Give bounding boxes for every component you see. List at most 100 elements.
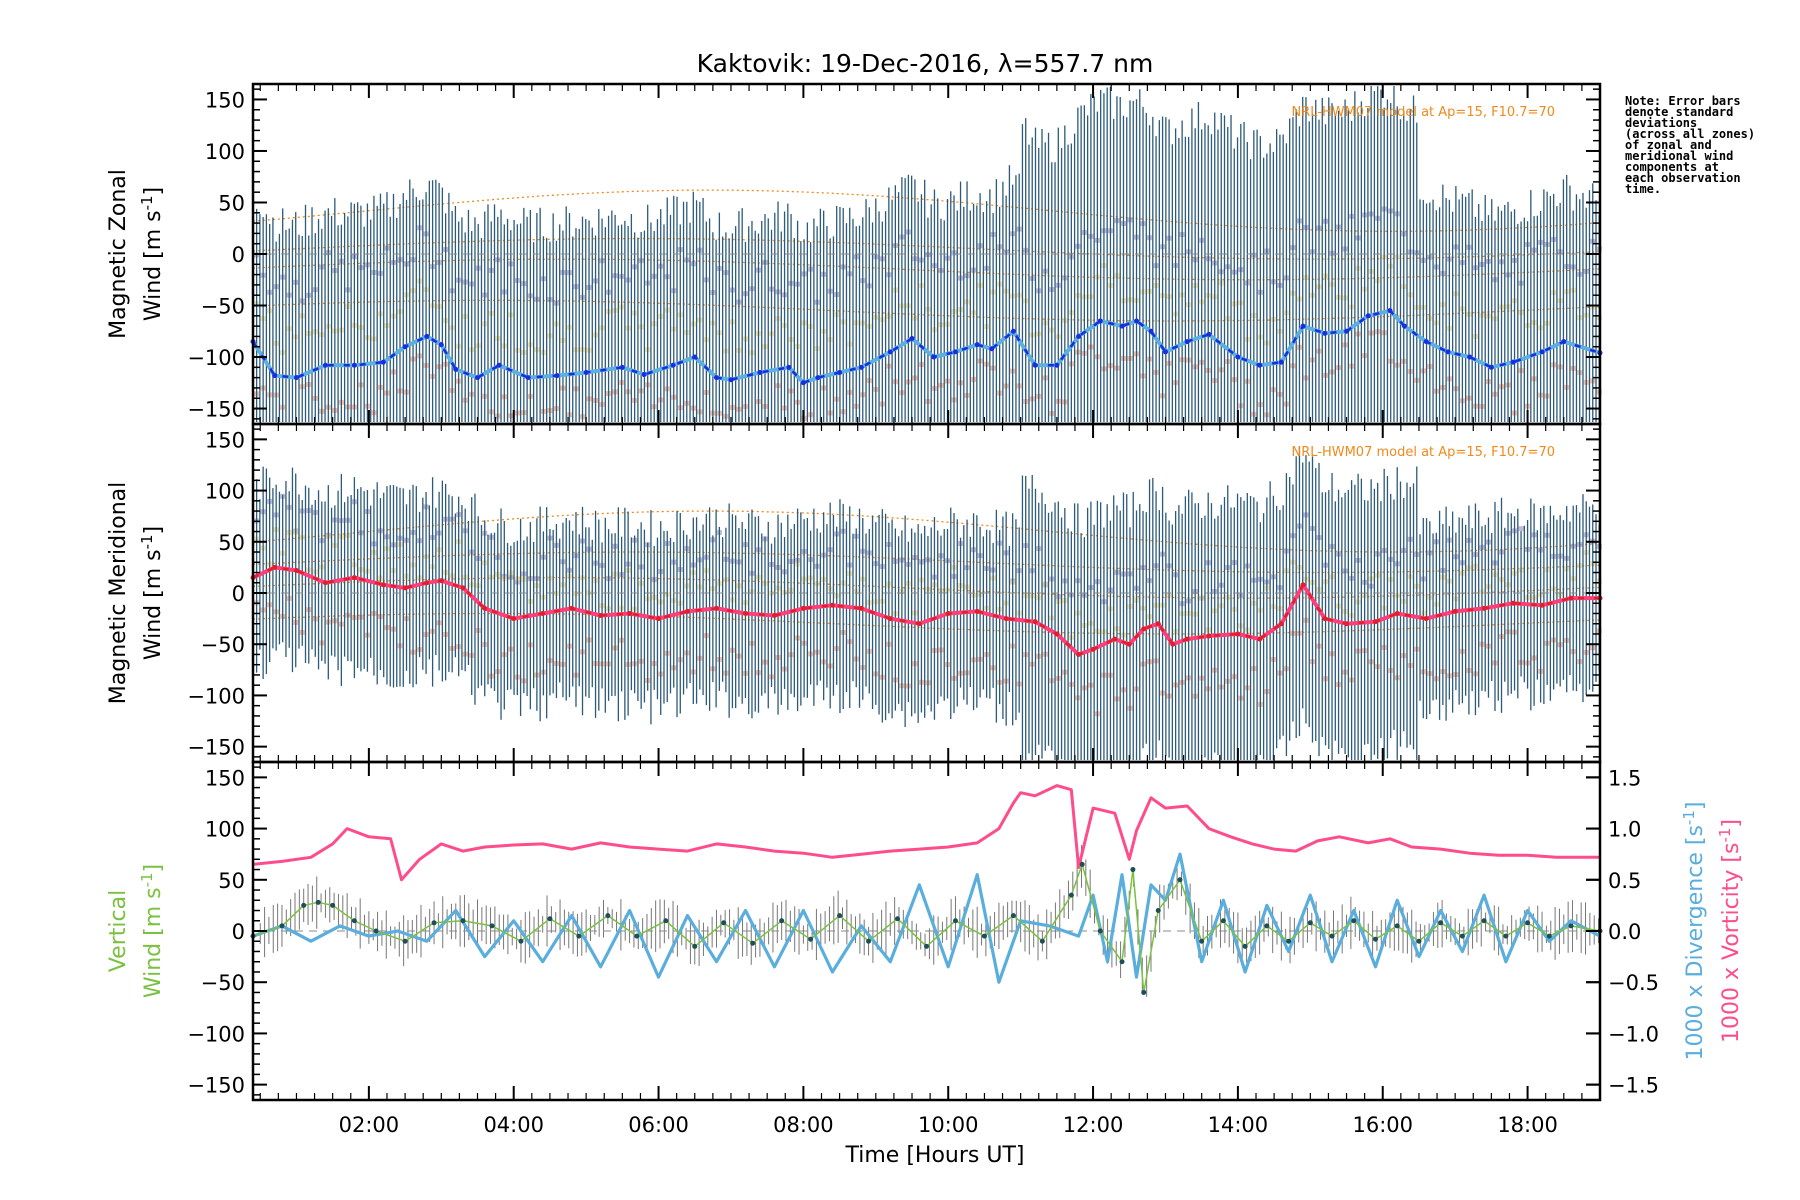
data-point [1126,641,1132,647]
data-point [1300,582,1306,588]
y-axis-label-line2: Wind [m s-1] [138,526,166,660]
y-tick-label: 100 [205,480,245,504]
data-point [1134,318,1140,324]
data-point [1097,318,1103,324]
data-point [380,359,386,365]
chart-title: Kaktovik: 19-Dec-2016, λ=557.7 nm [697,49,1154,78]
vertical-wind-point [279,923,285,929]
note-line: components at [1625,160,1719,174]
data-point [1539,602,1545,608]
y-tick-label: 50 [218,531,245,555]
vertical-wind-point [1438,920,1444,926]
data-point [692,354,698,360]
data-point [1184,636,1190,642]
y-tick-label: −100 [187,346,245,370]
vertical-wind-point [692,943,698,949]
y-axis-label-line2: Wind [m s-1] [138,187,166,321]
data-point [438,342,444,348]
data-point [1481,605,1487,611]
vertical-wind-point [1264,923,1270,929]
y-tick-label: 100 [205,818,245,842]
data-point [496,362,502,368]
x-axis-label: Time [Hours UT] [845,1143,1025,1168]
vertical-wind-point [1039,938,1045,944]
data-point [438,578,444,584]
note-line: of zonal and [1625,138,1712,152]
vertical-wind-point [634,933,640,939]
y-tick-label: −50 [201,633,245,657]
data-point [1423,339,1429,345]
vertical-wind-point [1351,918,1357,924]
data-point [800,605,806,611]
data-point [1510,359,1516,365]
y-tick-label: −50 [201,295,245,319]
vertical-wind-point [1199,938,1205,944]
data-point [1401,323,1407,329]
panel-meridional: NRL-HWM07 model at Ap=15, F10.7=70 −150 −1… [106,422,1603,764]
y-axis-label-line1: Vertical [106,890,131,972]
data-point [540,610,546,616]
model-curve [252,189,1601,232]
data-point [1394,610,1400,616]
data-point [1387,308,1393,314]
data-point [1206,633,1212,639]
data-point [909,335,915,341]
data-point [1373,619,1378,625]
vertical-wind-point [1329,933,1335,939]
vertical-wind-point [1373,936,1378,942]
data-point [1141,626,1147,632]
data-point [351,362,357,368]
vertical-wind-point [1481,918,1487,924]
vertical-wind-point [1130,867,1136,873]
data-point [1032,362,1038,368]
data-point [1054,362,1060,368]
vertical-wind-line [252,863,1601,994]
x-tick-label: 06:00 [628,1113,689,1137]
data-point [322,362,328,368]
data-point [1235,354,1241,360]
vertical-wind-point [750,940,756,946]
y-tick-label: 0 [232,243,245,267]
vertical-wind-point [1546,933,1552,939]
data-point [402,585,408,591]
vertical-wind-point [351,918,357,924]
vertical-wind-point [866,938,872,944]
data-point [1257,636,1263,642]
data-point [887,616,893,622]
vertical-wind-point [1155,908,1161,914]
vertical-wind-point [837,913,843,919]
vertical-wind-point [547,916,553,922]
vertical-wind-point [518,938,524,944]
data-point [685,608,691,614]
y-tick-label: 50 [218,869,245,893]
y-tick-label: 150 [205,766,245,790]
x-tick-label: 14:00 [1208,1113,1269,1137]
data-point [1090,646,1096,652]
panels-group: NRL-HWM07 model at Ap=15, F10.7=70−150−1… [106,82,1744,1137]
y2-tick-label: −0.5 [1608,971,1659,995]
vertical-wind-point [1097,928,1103,934]
error-bar-note: Note: Error bars denote standard deviati… [1625,95,1785,195]
data-point [1365,313,1371,319]
data-point [1510,600,1516,606]
data-point [322,580,328,586]
data-point [887,349,893,355]
data-point [1322,616,1328,622]
y-tick-label: −150 [187,398,245,422]
vertical-wind-point [895,916,901,922]
vertical-wind-point [1068,892,1074,898]
vertical-wind-point [779,918,785,924]
data-point [1076,651,1082,657]
y-tick-label: −50 [201,971,245,995]
data-point [1010,328,1016,334]
data-point [1561,339,1567,345]
data-point [1162,349,1168,355]
vertical-wind-point [1568,923,1574,929]
data-point [656,616,662,622]
data-point [272,564,278,570]
vertical-wind-point [1459,933,1465,939]
vertical-wind-point [1307,920,1313,926]
y-tick-label: −150 [187,736,245,760]
data-point [1119,323,1125,329]
x-tick-label: 12:00 [1063,1113,1124,1137]
